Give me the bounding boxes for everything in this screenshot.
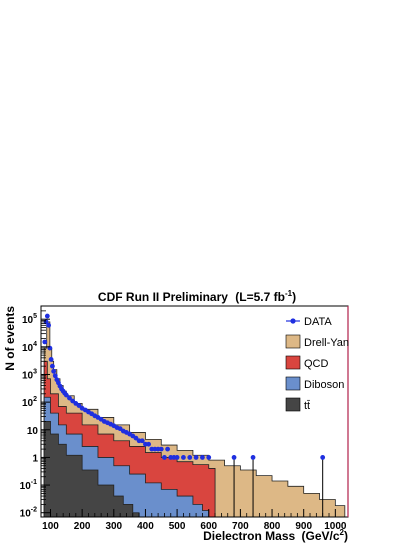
- data-series: [42, 313, 326, 517]
- x-axis-ticks: 100 200 300 400 500 600 700 800 900 1000: [42, 509, 347, 532]
- data-point: [63, 392, 69, 398]
- x-tick-label: 500: [169, 521, 186, 532]
- y-tick-label: 1: [32, 453, 38, 464]
- data-point: [165, 446, 170, 452]
- data-point: [206, 455, 212, 460]
- data-point: [44, 313, 50, 319]
- legend-label: tt̄: [304, 400, 310, 412]
- legend-swatch: [285, 355, 301, 370]
- data-point: [231, 455, 237, 460]
- ttbar-area: [43, 421, 140, 518]
- y-tick-label: 105: [22, 313, 37, 326]
- x-tick-label: 400: [137, 521, 154, 532]
- data-point: [67, 395, 72, 401]
- x-axis-label: Dielectron Mass (GeV/c2): [203, 528, 348, 543]
- legend: DATA Drell-Yan QCD Diboson tt̄: [285, 316, 349, 412]
- data-point: [133, 435, 139, 441]
- legend-swatch: [285, 397, 301, 412]
- data-point: [174, 455, 180, 460]
- data-point: [76, 403, 82, 408]
- legend-swatch: [285, 334, 301, 349]
- legend-label: Diboson: [304, 379, 344, 391]
- x-tick-label: 300: [105, 521, 122, 532]
- legend-swatch: [285, 376, 301, 391]
- data-point: [250, 455, 256, 460]
- x-tick-label: 600: [200, 521, 217, 532]
- data-point: [193, 455, 199, 460]
- y-tick-label: 103: [22, 368, 37, 381]
- chart-title: CDF Run II Preliminary (L=5.7 fb-1): [98, 289, 296, 304]
- legend-ttbar: tt̄: [285, 397, 310, 412]
- legend-label: QCD: [304, 358, 329, 370]
- legend-data-marker: [290, 318, 296, 324]
- data-point: [139, 438, 145, 444]
- data-point: [146, 441, 152, 447]
- x-tick-label: 1000: [324, 521, 347, 532]
- data-point: [51, 368, 57, 374]
- legend-diboson: Diboson: [285, 376, 344, 391]
- stacked-histogram: [43, 321, 346, 518]
- legend-drell-yan: Drell-Yan: [285, 334, 349, 349]
- x-tick-label: 200: [74, 521, 91, 532]
- legend-qcd: QCD: [285, 355, 329, 370]
- legend-label: Drell-Yan: [304, 337, 349, 349]
- data-point: [200, 455, 205, 460]
- y-axis-label: N of events: [3, 306, 17, 371]
- data-point: [320, 455, 326, 460]
- data-point: [181, 455, 186, 460]
- y-tick-label: 10-2: [20, 507, 37, 520]
- data-point: [158, 446, 164, 452]
- y-tick-label: 104: [22, 341, 37, 354]
- data-point: [42, 339, 48, 345]
- y-tick-label: 10-1: [20, 479, 37, 492]
- data-point: [187, 455, 193, 460]
- y-tick-label: 102: [22, 396, 37, 409]
- y-tick-label: 10: [27, 426, 39, 437]
- data-point: [162, 455, 167, 460]
- data-point: [52, 373, 58, 379]
- legend-data: DATA: [286, 316, 332, 328]
- x-tick-label: 900: [295, 521, 312, 532]
- data-point: [49, 363, 55, 369]
- data-point: [46, 322, 51, 328]
- x-tick-label: 100: [42, 521, 59, 532]
- data-point: [48, 357, 54, 362]
- legend-label: DATA: [304, 316, 332, 328]
- x-tick-label: 800: [264, 521, 281, 532]
- x-tick-label: 700: [232, 521, 249, 532]
